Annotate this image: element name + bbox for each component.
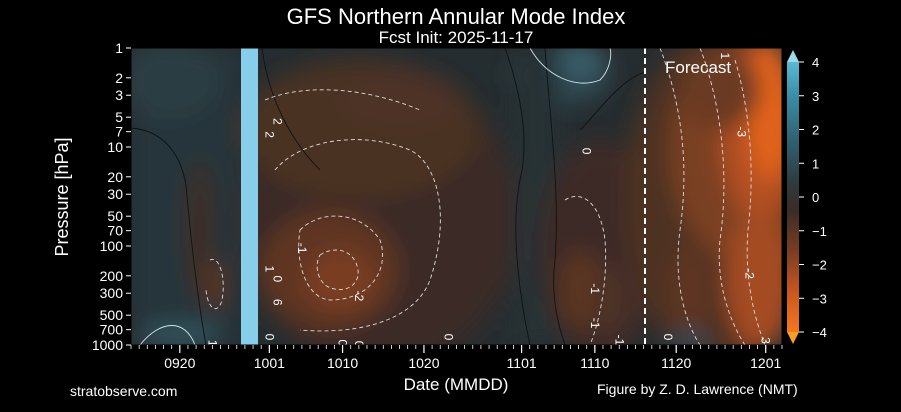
x-tick-label: 1120 — [661, 355, 691, 371]
y-tick-label: 7 — [115, 124, 123, 140]
y-tick-label: 20 — [107, 169, 123, 185]
y-tick-label: 50 — [107, 208, 123, 224]
forecast-label: Forecast — [665, 58, 731, 77]
contour-label: -2 — [742, 268, 756, 279]
contour-label: -2 — [352, 291, 366, 302]
colorbar-tick-label: 2 — [812, 123, 819, 138]
y-tick-label: 1000 — [92, 337, 123, 353]
x-tick-label: 1001 — [254, 355, 285, 371]
y-tick-label: 500 — [100, 307, 124, 323]
y-tick-label: 10 — [107, 139, 123, 155]
contour-label: -1 — [295, 243, 309, 254]
y-axis-label: Pressure [hPa] — [52, 137, 72, 256]
contour-lines — [131, 48, 766, 345]
contour-label: 1 — [718, 52, 732, 59]
contour-label: 0 — [580, 148, 594, 155]
contour-label: 0 — [352, 341, 366, 348]
colorbar-tick-label: −2 — [812, 258, 827, 273]
y-tick-label: 300 — [100, 285, 124, 301]
y-tick-label: 3 — [115, 87, 123, 103]
contour-label: 0 — [441, 334, 455, 341]
colorbar-scale — [787, 62, 799, 332]
y-tick-label: 5 — [115, 109, 123, 125]
highlight-band — [241, 48, 258, 345]
y-tick-label: 100 — [100, 238, 124, 254]
contour-label: 3 — [759, 337, 773, 344]
y-tick-label: 1 — [115, 40, 123, 56]
contour-label: -1 — [588, 283, 602, 294]
y-tick-label: 2 — [115, 70, 123, 86]
colorbar-tick-label: −1 — [812, 224, 827, 239]
contour-label: -3 — [734, 126, 748, 137]
contour-label: 6 — [270, 299, 284, 306]
colorbar-tick-label: 0 — [812, 190, 819, 205]
contour-label: 1 — [262, 265, 276, 272]
x-tick-label: 0920 — [164, 355, 195, 371]
x-tick-label: 1110 — [580, 355, 609, 371]
contour-label: 0 — [661, 334, 675, 341]
contour-label: 2 — [262, 131, 276, 138]
colorbar-top-arrow — [787, 50, 799, 62]
contour-label: 2 — [270, 118, 284, 125]
colorbar-tick-label: 3 — [812, 89, 819, 104]
contour-label: 1 — [205, 340, 219, 347]
x-axis: 0920 1001 1010 1020 1101 1110 1120 1201 — [130, 345, 783, 371]
y-tick-label: 70 — [107, 223, 123, 239]
contour-label: -1 — [612, 335, 626, 346]
x-tick-label: 1101 — [507, 355, 537, 371]
contour-label: -1 — [588, 318, 602, 329]
colorbar: 4 3 2 1 0 −1 −2 −3 −4 — [787, 50, 827, 344]
x-tick-label: 1010 — [327, 355, 358, 371]
x-tick-label: 1201 — [750, 355, 781, 371]
colorbar-tick-label: −3 — [812, 291, 827, 306]
x-tick-label: 1020 — [408, 355, 439, 371]
contour-label: 0 — [336, 339, 350, 346]
contour-label: 0 — [262, 334, 276, 341]
colorbar-tick-label: 1 — [812, 156, 819, 171]
colorbar-bottom-arrow — [787, 332, 799, 344]
y-tick-label: 700 — [100, 322, 124, 338]
contour-label: 0 — [270, 276, 284, 283]
colorbar-tick-label: 4 — [812, 55, 819, 70]
chart-subtitle: Fcst Init: 2025-11-17 — [379, 28, 534, 47]
colorbar-tick-label: −4 — [812, 325, 827, 340]
y-tick-label: 30 — [107, 186, 123, 202]
footer-source: stratobserve.com — [70, 383, 177, 399]
y-tick-label: 200 — [100, 268, 124, 284]
x-axis-label: Date (MMDD) — [404, 375, 509, 394]
footer-credit: Figure by Z. D. Lawrence (NMT) — [597, 381, 798, 397]
chart-title: GFS Northern Annular Mode Index — [287, 4, 626, 29]
